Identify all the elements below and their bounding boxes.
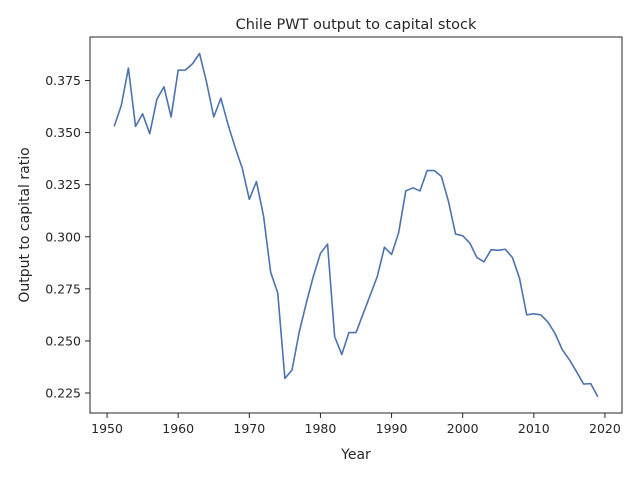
x-tick-label: 1980 — [305, 421, 337, 436]
x-tick-label: 1990 — [376, 421, 408, 436]
y-axis-label: Output to capital ratio — [17, 147, 33, 302]
axes-frame — [89, 36, 623, 414]
y-tick-label: 0.250 — [45, 333, 81, 348]
y-tick-label: 0.225 — [45, 386, 81, 401]
x-tick-label: 2020 — [589, 421, 621, 436]
y-tick-label: 0.350 — [45, 125, 81, 140]
plot-area — [89, 36, 623, 414]
y-tick-label: 0.275 — [45, 281, 81, 296]
x-tick-label: 1970 — [233, 421, 265, 436]
x-tick-label: 1950 — [91, 421, 123, 436]
x-tick-label: 1960 — [162, 421, 194, 436]
y-tick-label: 0.325 — [45, 177, 81, 192]
x-axis-label: Year — [340, 447, 371, 463]
y-axis: 0.225 0.250 0.275 0.300 0.325 0.350 0.375 — [45, 73, 90, 401]
chart-title: Chile PWT output to capital stock — [236, 17, 477, 33]
series-line-0 — [113, 52, 599, 398]
x-tick-label: 2010 — [518, 421, 550, 436]
y-tick-label: 0.375 — [45, 73, 81, 88]
x-axis: 1950 1960 1970 1980 1990 2000 2010 2020 — [91, 413, 621, 436]
y-tick-label: 0.300 — [45, 229, 81, 244]
x-tick-label: 2000 — [447, 421, 479, 436]
